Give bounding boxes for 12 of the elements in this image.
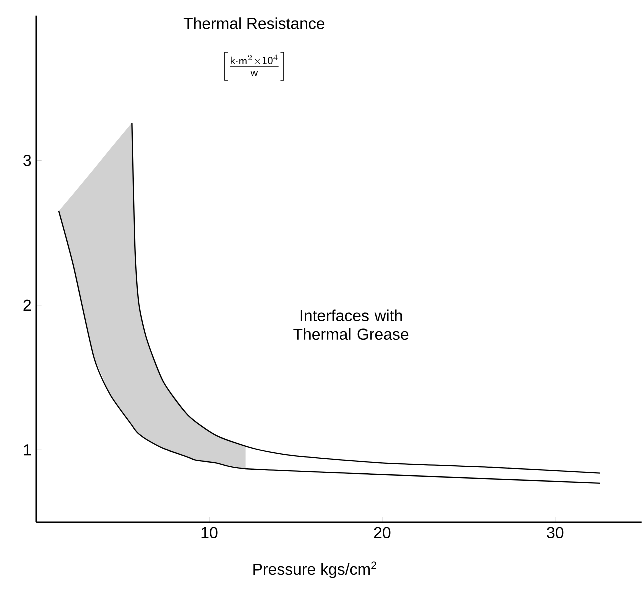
x-tick-label: 10 [202, 527, 218, 538]
x-axis-title: Pressure kgs/cm$^{2}$ [254, 562, 376, 578]
x-tick-label: 30 [547, 527, 564, 538]
line-series [58, 210, 601, 484]
y-axis-title: Thermal Resistance [184, 18, 325, 30]
y-tick-label: 2 [24, 300, 32, 311]
y-tick-label: 1 [24, 444, 32, 456]
line-series [132, 122, 601, 474]
annotation: $\left[\frac{\mathsf{k}\cdot\mathsf{m}^{2}\times\mathsf{10}^{4}}{\mathsf{w}}\right]$ [224, 52, 284, 81]
x-tick-label: 20 [374, 527, 391, 538]
annotation: Interfaces with Thermal Grease [294, 310, 409, 340]
y-tick-label: 3 [24, 154, 32, 166]
